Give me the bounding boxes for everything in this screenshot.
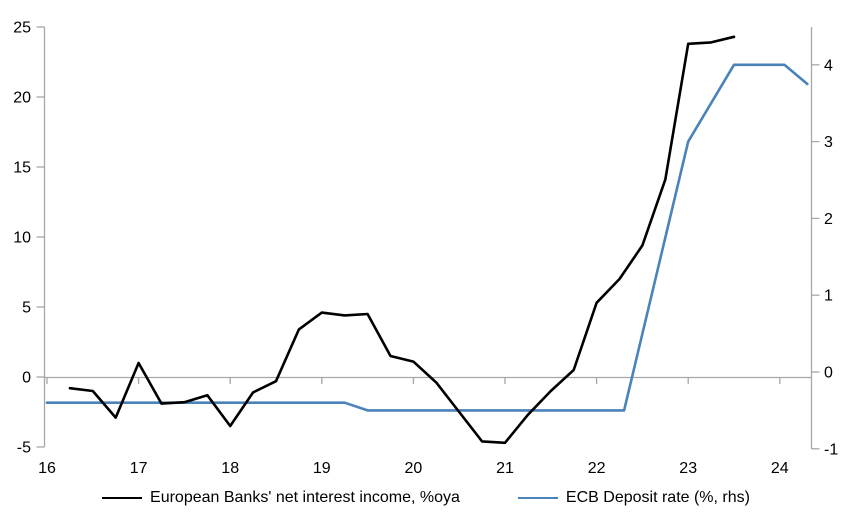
left-axis-tick-label: 0 [22, 370, 31, 387]
series-line-ecb-deposit-rate [45, 63, 809, 412]
right-axis-tick-label: 0 [824, 365, 833, 382]
left-axis-tick-label: 25 [13, 20, 31, 37]
left-axis-tick-label: 15 [13, 160, 31, 177]
left-axis-tick-label: 5 [22, 300, 31, 317]
right-axis-tick-label: 3 [824, 134, 833, 151]
chart-legend: European Banks' net interest income, %oy… [0, 489, 852, 507]
series-line-net-interest-income [68, 35, 736, 445]
x-axis-tick-label: 23 [679, 460, 697, 477]
right-axis-tick-label: 4 [824, 57, 833, 74]
legend-item-net-interest-income: European Banks' net interest income, %oy… [102, 489, 460, 507]
legend-line-swatch-blue [517, 496, 558, 500]
x-axis-tick-label: 22 [588, 460, 606, 477]
left-axis-tick-label: -5 [17, 440, 31, 457]
x-axis-tick-label: 19 [313, 460, 331, 477]
legend-label-net-interest-income: European Banks' net interest income, %oy… [150, 489, 460, 506]
x-axis-tick-label: 20 [405, 460, 423, 477]
legend-label-ecb-deposit-rate: ECB Deposit rate (%, rhs) [565, 489, 750, 506]
x-axis-tick-label: 21 [496, 460, 514, 477]
legend-item-ecb-deposit-rate: ECB Deposit rate (%, rhs) [517, 489, 750, 507]
x-axis-tick-label: 24 [771, 460, 789, 477]
left-axis-tick-label: 20 [13, 90, 31, 107]
x-axis-tick-label: 17 [130, 460, 148, 477]
legend-line-swatch-black [102, 496, 143, 500]
x-axis-tick-label: 16 [38, 460, 56, 477]
right-axis-tick-label: 2 [824, 211, 833, 228]
right-axis-tick-label: -1 [824, 441, 838, 458]
right-axis-tick-label: 1 [824, 288, 833, 305]
x-axis-tick-label: 18 [221, 460, 239, 477]
left-axis-tick-label: 10 [13, 230, 31, 247]
